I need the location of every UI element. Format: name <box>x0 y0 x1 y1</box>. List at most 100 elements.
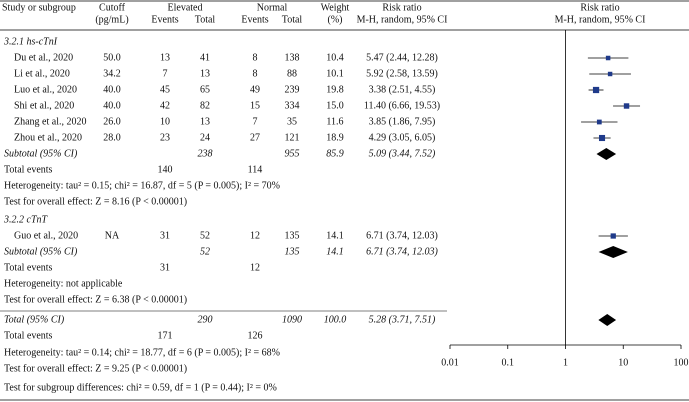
header-cutoff: Cutoff <box>99 2 126 13</box>
study-name: Luo et al., 2020 <box>14 84 77 95</box>
elevated-total: 52 <box>200 230 210 241</box>
normal-total: 135 <box>285 230 300 241</box>
heterogeneity: Heterogeneity: tau² = 0.14; chi² = 18.77… <box>4 347 280 358</box>
risk-ratio: 5.92 (2.58, 13.59) <box>366 68 438 79</box>
risk-ratio: 11.40 (6.66, 19.53) <box>364 100 440 111</box>
normal-events: 8 <box>253 52 258 63</box>
plot-header-method: M-H, random, 95% CI <box>555 14 646 25</box>
x-tick-label: 10 <box>618 357 628 368</box>
normal-events: 12 <box>250 230 260 241</box>
x-tick-label: 0.1 <box>502 357 515 368</box>
pooled-diamond <box>598 246 628 258</box>
header-weight-unit: (%) <box>328 14 343 25</box>
overall-effect: Test for overall effect: Z = 8.16 (P < 0… <box>4 196 187 207</box>
elevated-total: 290 <box>198 314 213 325</box>
cutoff: 40.0 <box>103 84 121 95</box>
study-marker <box>623 103 630 109</box>
header-events: Events <box>151 14 178 25</box>
normal-events: 27 <box>250 132 260 143</box>
pooled-name: Subtotal (95% CI) <box>4 246 78 257</box>
elevated-total: 13 <box>200 68 210 79</box>
x-tick-label: 100 <box>674 357 689 368</box>
header-weight: Weight <box>321 2 350 13</box>
subgroup-title: 3.2.2 cTnT <box>3 214 49 225</box>
cutoff: 28.0 <box>103 132 121 143</box>
x-tick-label: 1 <box>563 357 568 368</box>
overall-effect: Test for overall effect: Z = 9.25 (P < 0… <box>4 363 187 374</box>
risk-ratio: 3.38 (2.51, 4.55) <box>369 84 436 95</box>
weight: 19.8 <box>326 84 344 95</box>
events-label: Total events <box>4 330 53 341</box>
normal-total: 35 <box>287 116 297 127</box>
study-marker <box>592 86 600 94</box>
study-name: Zhang et al., 2020 <box>14 116 86 127</box>
study-marker <box>605 55 611 61</box>
normal-events: 7 <box>253 116 258 127</box>
cutoff: 40.0 <box>103 100 121 111</box>
heterogeneity: Heterogeneity: not applicable <box>4 278 123 289</box>
elevated-total: 24 <box>200 132 210 143</box>
header-total: Total <box>195 14 216 25</box>
elevated-events: 31 <box>160 230 170 241</box>
header-risk-ratio: Risk ratio <box>382 2 421 13</box>
normal-total: 239 <box>285 84 300 95</box>
normal-total: 334 <box>285 100 300 111</box>
elevated-total: 13 <box>200 116 210 127</box>
header-method: M-H, random, 95% CI <box>357 14 448 25</box>
weight: 14.1 <box>326 230 344 241</box>
elevated-total: 65 <box>200 84 210 95</box>
risk-ratio: 6.71 (3.74, 12.03) <box>366 246 438 257</box>
header-normal: Normal <box>257 2 288 13</box>
elevated-total: 238 <box>198 148 213 159</box>
study-marker <box>610 233 616 239</box>
elevated-events: 140 <box>158 164 173 175</box>
elevated-total: 82 <box>200 100 210 111</box>
risk-ratio: 3.85 (1.86, 7.95) <box>369 116 436 127</box>
study-name: Guo et al., 2020 <box>14 230 78 241</box>
weight: 85.9 <box>326 148 344 159</box>
weight: 10.1 <box>326 68 344 79</box>
header-cutoff-unit: (pg/mL) <box>95 14 128 25</box>
weight: 10.4 <box>326 52 344 63</box>
pooled-diamond <box>598 314 617 326</box>
pooled-diamond <box>596 148 617 160</box>
normal-events: 49 <box>250 84 260 95</box>
normal-total: 138 <box>285 52 300 63</box>
elevated-events: 31 <box>160 262 170 273</box>
normal-total: 88 <box>287 68 297 79</box>
study-name: Shi et al., 2020 <box>14 100 74 111</box>
header-elevated: Elevated <box>168 2 203 13</box>
elevated-events: 42 <box>160 100 170 111</box>
normal-total: 955 <box>285 148 300 159</box>
study-name: Zhou et al., 2020 <box>14 132 82 143</box>
risk-ratio: 5.47 (2.44, 12.28) <box>366 52 438 63</box>
heterogeneity: Heterogeneity: tau² = 0.15; chi² = 16.87… <box>4 180 280 191</box>
overall-effect: Test for overall effect: Z = 6.38 (P < 0… <box>4 294 187 305</box>
normal-events: 12 <box>250 262 260 273</box>
subgroup-differences: Test for subgroup differences: chi² = 0.… <box>4 382 277 393</box>
normal-events: 126 <box>248 330 263 341</box>
weight: 18.9 <box>326 132 344 143</box>
normal-total: 135 <box>285 246 300 257</box>
normal-events: 15 <box>250 100 260 111</box>
cutoff: 26.0 <box>103 116 121 127</box>
study-marker <box>598 134 606 142</box>
study-marker <box>596 119 602 125</box>
study-name: Li et al., 2020 <box>14 68 70 79</box>
elevated-total: 52 <box>200 246 210 257</box>
subgroup-title: 3.2.1 hs-cTnI <box>3 36 58 47</box>
plot-header-risk-ratio: Risk ratio <box>580 2 619 13</box>
elevated-events: 23 <box>160 132 170 143</box>
header-total: Total <box>282 14 303 25</box>
x-tick-label: 0.01 <box>441 357 459 368</box>
pooled-name: Subtotal (95% CI) <box>4 148 78 159</box>
study-marker <box>607 71 613 77</box>
header-events: Events <box>241 14 268 25</box>
normal-events: 8 <box>253 68 258 79</box>
normal-total: 1090 <box>282 314 302 325</box>
weight: 14.1 <box>326 246 344 257</box>
header-study: Study or subgroup <box>2 2 76 13</box>
normal-total: 121 <box>285 132 300 143</box>
weight: 100.0 <box>324 314 347 325</box>
